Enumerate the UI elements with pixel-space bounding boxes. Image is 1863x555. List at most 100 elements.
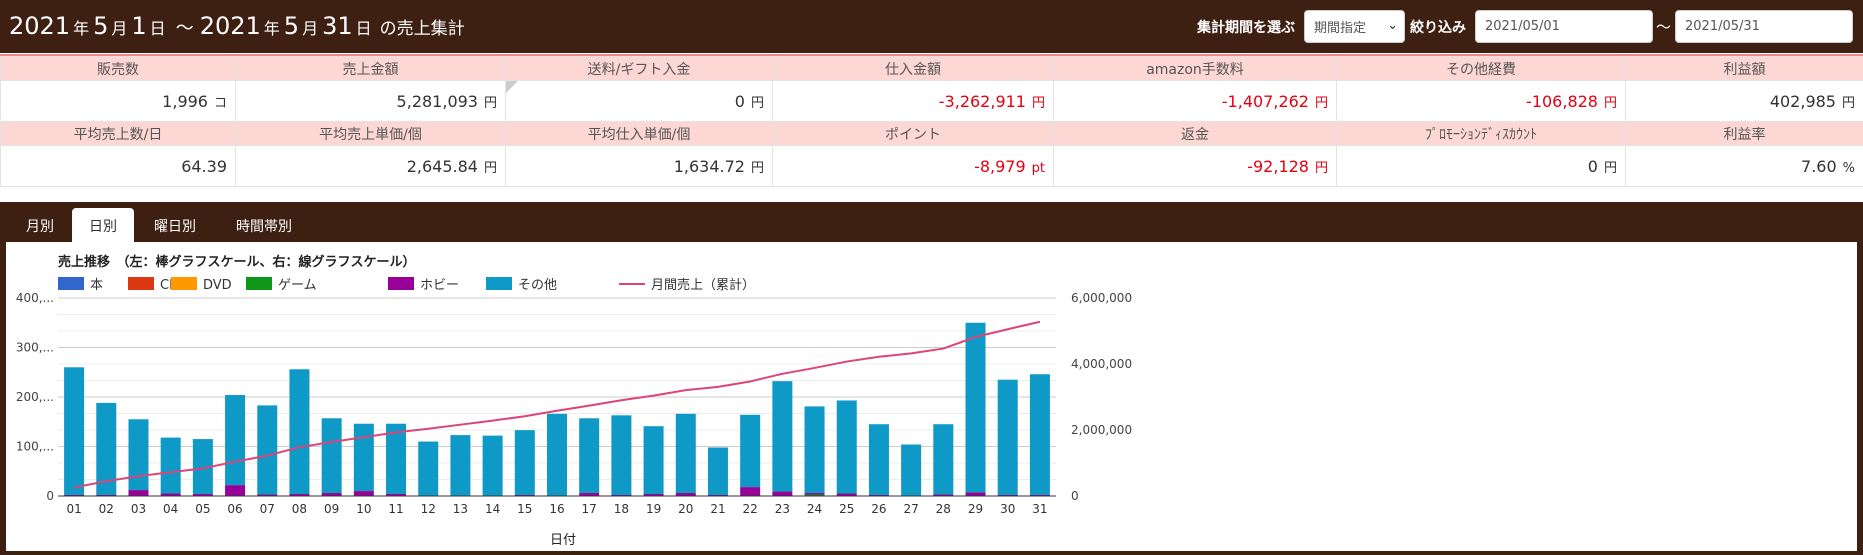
bar-segment <box>321 418 342 494</box>
date-range-tilde: ～ <box>1656 18 1672 36</box>
bar-segment <box>482 435 503 496</box>
x-tick-label: 22 <box>743 502 758 516</box>
legend-label: 本 <box>90 278 103 293</box>
stat-number: 5,281,093 <box>396 91 478 111</box>
stat-value-sales-amount: 5,281,093 円 <box>235 80 506 122</box>
legend-swatch <box>246 277 272 290</box>
y-right-tick-label: 4,000,000 <box>1071 357 1132 371</box>
y-left-tick-label: 0 <box>46 489 54 503</box>
cumulative-sales-line <box>73 320 1041 489</box>
x-tick-label: 28 <box>936 502 951 516</box>
stat-value-profit: 402,985 円 <box>1625 80 1863 122</box>
stat-number: 2,645.84 <box>406 156 478 176</box>
bar-segment <box>933 424 954 495</box>
y-left-tick-label: 200,... <box>16 390 54 404</box>
date-to-value: 2021/05/31 <box>1685 19 1760 34</box>
tab-weekday[interactable]: 曜日別 <box>154 219 196 235</box>
view-tabs: 月別 日別 曜日別 時間帯別 <box>0 202 1863 244</box>
x-tick-label: 08 <box>292 502 307 516</box>
bar-segment <box>514 430 535 496</box>
bar-segment <box>386 423 407 495</box>
stat-number: 1,634.72 <box>673 156 745 176</box>
stats-label-row-2: 平均売上数/日 平均売上単価/個 平均仕入単価/個 ポイント 返金 ﾌﾟﾛﾓｰｼ… <box>0 121 1863 146</box>
bar-segment <box>1029 374 1050 496</box>
x-tick-label: 04 <box>163 502 178 516</box>
day-to: 31 <box>322 12 353 40</box>
bar-segment <box>257 405 278 495</box>
stat-number: -8,979 <box>974 156 1026 176</box>
stat-label: 利益率 <box>1625 121 1863 146</box>
period-select-value: 期間指定 <box>1314 21 1367 36</box>
bar-segment <box>965 322 986 493</box>
stat-value-other-expenses: -106,828 円 <box>1336 80 1626 122</box>
stat-label: 販売数 <box>0 56 236 81</box>
x-tick-label: 16 <box>549 502 564 516</box>
bar-segment <box>128 490 149 496</box>
bar-segment <box>64 367 85 496</box>
stat-label: ポイント <box>772 121 1054 146</box>
corner-marker <box>506 81 518 93</box>
x-tick-label: 27 <box>903 502 918 516</box>
bar-segment <box>611 415 632 496</box>
month-unit: 月 <box>111 19 128 38</box>
year-to-unit: 年 <box>263 19 280 38</box>
stat-number: -92,128 <box>1247 156 1309 176</box>
bar-segment <box>353 491 374 496</box>
stat-unit: pt <box>1031 160 1045 176</box>
stat-label: ﾌﾟﾛﾓｰｼｮﾝﾃﾞｨｽｶｳﾝﾄ <box>1336 121 1626 146</box>
stat-unit: コ <box>213 95 227 111</box>
x-tick-label: 21 <box>710 502 725 516</box>
stat-value-amazon-fee: -1,407,262 円 <box>1053 80 1337 122</box>
x-tick-label: 06 <box>227 502 242 516</box>
bar-segment <box>579 418 600 494</box>
date-from-input[interactable]: 2021/05/01 <box>1475 10 1653 43</box>
tab-hourly[interactable]: 時間帯別 <box>236 219 292 235</box>
bar-segment <box>804 406 825 494</box>
chevron-down-icon: ⌄ <box>1387 18 1398 33</box>
year-to: 2021 <box>199 12 261 40</box>
bar-segment <box>225 485 246 496</box>
stat-value-purchase-amount: -3,262,911 円 <box>772 80 1054 122</box>
bar-segment <box>772 491 793 496</box>
stat-unit: 円 <box>1314 160 1328 176</box>
x-tick-label: 13 <box>453 502 468 516</box>
bar-segment <box>740 487 761 496</box>
stat-unit: 円 <box>1603 160 1617 176</box>
chart-area: 売上推移 （左：棒グラフスケール、右：線グラフスケール） 本 CD DVD ゲーム ホビ… <box>6 242 1857 551</box>
y-right-tick-label: 2,000,000 <box>1071 423 1132 437</box>
legend-label: 月間売上（累計） <box>651 277 755 293</box>
stat-number: -106,828 <box>1526 91 1598 111</box>
bar-segment <box>160 437 181 494</box>
bar-segment <box>901 444 922 496</box>
stat-unit: 円 <box>1841 95 1855 111</box>
stat-label: その他経費 <box>1336 56 1626 81</box>
stat-value-avg-purchase-price: 1,634.72 円 <box>505 145 773 187</box>
stat-unit: 円 <box>1031 95 1045 111</box>
stats-table: 販売数 売上金額 送料/ギフト入金 仕入金額 amazon手数料 その他経費 利… <box>0 56 1863 187</box>
stat-label: 平均売上数/日 <box>0 121 236 146</box>
chart-legend: 本 CD DVD ゲーム ホビー その他 月間売上（累計） <box>58 277 755 293</box>
bar-segment <box>772 381 793 492</box>
tab-monthly[interactable]: 月別 <box>26 219 54 235</box>
bar-segment <box>836 493 857 496</box>
bar-segment <box>804 493 825 495</box>
bar-segment <box>740 414 761 488</box>
bar-segment <box>643 426 664 495</box>
y-left-tick-label: 300,... <box>16 341 54 355</box>
stat-value-avg-sale-price: 2,645.84 円 <box>235 145 506 187</box>
legend-swatch <box>171 277 197 290</box>
x-tick-label: 11 <box>388 502 403 516</box>
period-title: 2021 年 5 月 1 日 ～ 2021 年 5 月 31 日 の売上集計 <box>9 0 465 53</box>
x-tick-label: 09 <box>324 502 339 516</box>
date-to-input[interactable]: 2021/05/31 <box>1675 10 1853 43</box>
legend-label: DVD <box>203 278 232 293</box>
legend-label: ゲーム <box>278 278 317 293</box>
chart-panel: 売上推移 （左：棒グラフスケール、右：線グラフスケール） 本 CD DVD ゲーム ホビ… <box>0 242 1863 555</box>
x-tick-label: 03 <box>131 502 146 516</box>
period-select[interactable]: 期間指定 ⌄ <box>1304 10 1405 43</box>
day-from: 1 <box>131 12 147 40</box>
tab-daily[interactable]: 日別 <box>72 208 134 244</box>
y-right-tick-label: 6,000,000 <box>1071 291 1132 305</box>
bar-segment <box>257 494 278 496</box>
x-tick-label: 14 <box>485 502 500 516</box>
